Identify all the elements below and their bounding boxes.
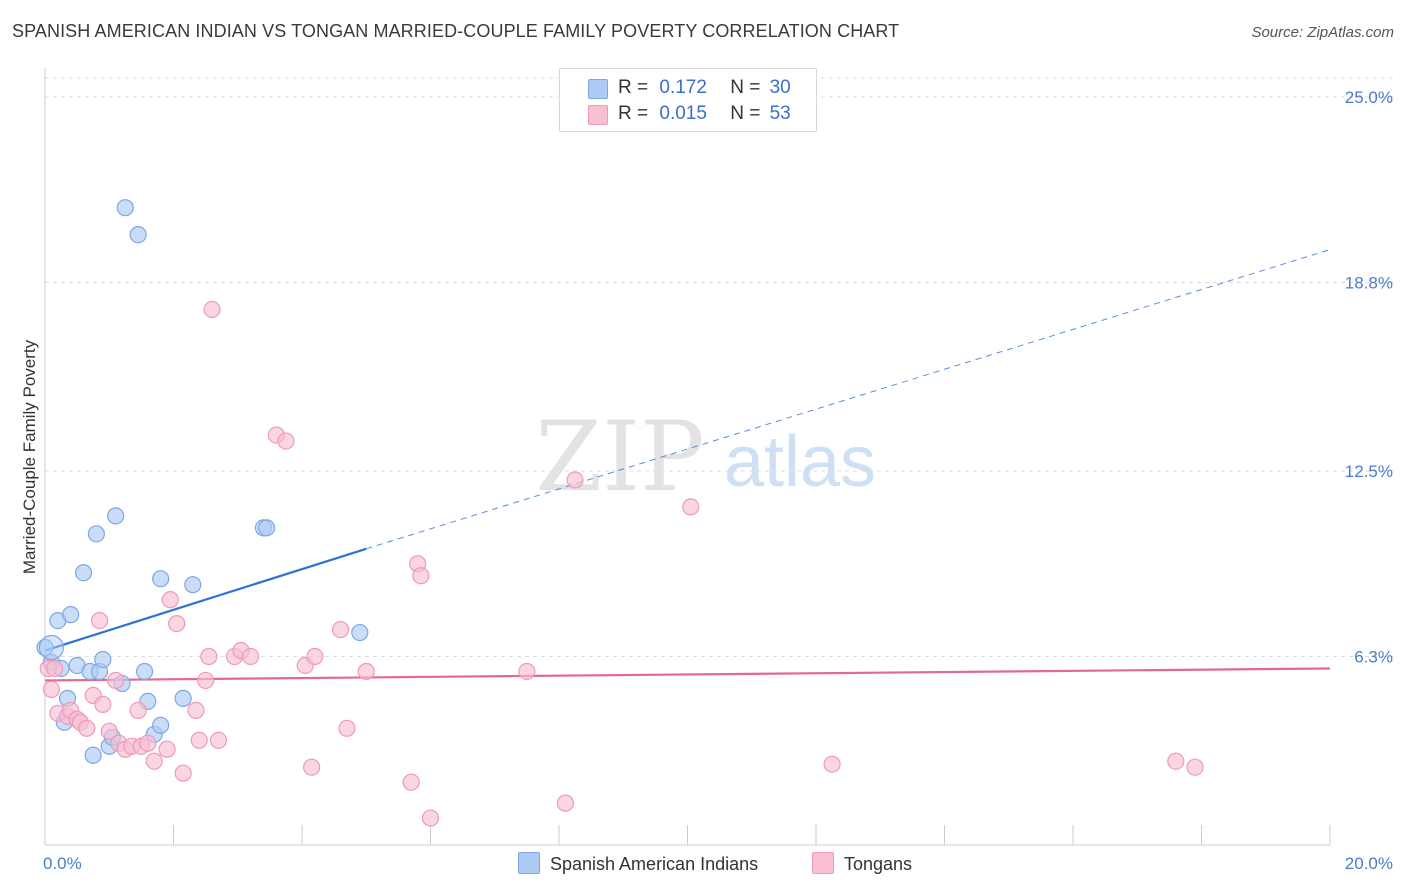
y-tick-label: 18.8% xyxy=(1345,274,1393,293)
point-tongans xyxy=(100,722,118,740)
grid-lines xyxy=(45,77,1395,658)
point-tongans xyxy=(402,773,420,791)
point-tongans xyxy=(129,701,147,719)
point-spanish-american-indians xyxy=(258,519,276,537)
trend-line-spanish-american-indians xyxy=(44,547,367,652)
point-spanish-american-indians xyxy=(152,716,170,734)
point-tongans xyxy=(46,659,64,678)
y-axis-label: Married-Couple Family Poverty xyxy=(20,339,39,574)
point-tongans xyxy=(1167,752,1185,770)
point-tongans xyxy=(161,591,179,609)
point-tongans xyxy=(107,671,125,690)
legend-r-label: R = xyxy=(618,77,649,98)
point-tongans xyxy=(187,701,205,719)
point-tongans xyxy=(197,671,215,690)
chart-title: SPANISH AMERICAN INDIAN VS TONGAN MARRIE… xyxy=(12,21,900,41)
axes xyxy=(44,68,1331,846)
point-tongans xyxy=(209,731,228,749)
y-tick-label: 25.0% xyxy=(1345,88,1393,107)
point-tongans xyxy=(168,614,186,633)
legend-r-value: 0.015 xyxy=(659,103,707,124)
point-spanish-american-indians xyxy=(184,576,202,594)
bottom-legend-label: Tongans xyxy=(844,854,913,874)
point-tongans xyxy=(306,647,324,666)
point-tongans xyxy=(139,734,157,752)
point-tongans xyxy=(174,764,192,782)
point-tongans xyxy=(823,755,841,773)
point-spanish-american-indians xyxy=(87,525,106,543)
x-tick-label: 20.0% xyxy=(1345,854,1393,873)
bottom-legend-spanish-american-indians: Spanish American Indians xyxy=(518,852,758,875)
point-spanish-american-indians xyxy=(174,689,192,707)
point-spanish-american-indians xyxy=(129,226,147,244)
point-tongans xyxy=(682,498,700,516)
bottom-legend-label: Spanish American Indians xyxy=(550,854,759,874)
point-spanish-american-indians xyxy=(107,507,125,525)
legend-n-value: 30 xyxy=(769,77,791,98)
chart-source: Source: ZipAtlas.com xyxy=(1251,24,1394,41)
x-tick-label: 0.0% xyxy=(43,854,82,873)
point-tongans xyxy=(200,647,218,666)
point-tongans xyxy=(412,567,430,585)
point-spanish-american-indians xyxy=(135,662,154,681)
point-tongans xyxy=(303,758,321,776)
legend-r-value: 0.172 xyxy=(659,77,707,98)
legend-swatch xyxy=(588,105,608,125)
point-tongans xyxy=(1186,758,1204,776)
point-spanish-american-indians xyxy=(38,634,65,661)
point-tongans xyxy=(556,794,575,812)
point-tongans xyxy=(158,740,176,758)
bottom-legend-tongans: Tongans xyxy=(812,852,912,875)
bottom-legend-swatch xyxy=(812,852,834,874)
point-spanish-american-indians xyxy=(152,570,170,588)
point-tongans xyxy=(190,731,208,749)
watermark: ZIP atlas xyxy=(535,401,876,513)
point-spanish-american-indians xyxy=(351,623,369,642)
trend-line-tongans xyxy=(44,667,1331,682)
point-spanish-american-indians xyxy=(94,650,112,669)
point-tongans xyxy=(566,471,584,489)
point-spanish-american-indians xyxy=(74,564,93,582)
tick-labels: 6.3% 12.5% 18.8% 25.0% 0.0% 20.0% xyxy=(43,88,1393,873)
point-spanish-american-indians xyxy=(62,606,80,624)
point-tongans xyxy=(242,647,260,666)
watermark-atlas: atlas xyxy=(724,422,876,502)
trend-line-extension-spanish-american-indians xyxy=(366,249,1331,550)
point-spanish-american-indians xyxy=(84,746,102,764)
legend: R = 0.172 N = 30 R = 0.015 N = 53 xyxy=(559,68,817,132)
trend-lines xyxy=(44,249,1331,682)
point-tongans xyxy=(91,611,109,630)
y-tick-label: 12.5% xyxy=(1345,462,1393,481)
point-tongans xyxy=(421,809,440,827)
y-tick-label: 6.3% xyxy=(1354,648,1393,667)
legend-swatch xyxy=(588,79,608,99)
point-tongans xyxy=(518,662,536,681)
point-tongans xyxy=(277,432,295,450)
legend-n-label: N = xyxy=(730,103,761,124)
data-points xyxy=(36,199,1204,827)
point-tongans xyxy=(94,695,112,713)
point-tongans xyxy=(78,719,96,737)
watermark-zip: ZIP xyxy=(535,401,704,513)
point-tongans xyxy=(357,662,375,681)
point-tongans xyxy=(42,680,61,699)
legend-n-label: N = xyxy=(730,77,761,98)
bottom-legend-swatch xyxy=(518,852,540,874)
point-tongans xyxy=(331,620,350,639)
point-tongans xyxy=(203,300,221,319)
point-tongans xyxy=(338,719,356,737)
legend-r-label: R = xyxy=(618,103,649,124)
legend-n-value: 53 xyxy=(769,103,791,124)
point-tongans xyxy=(145,752,163,770)
point-spanish-american-indians xyxy=(116,199,134,217)
